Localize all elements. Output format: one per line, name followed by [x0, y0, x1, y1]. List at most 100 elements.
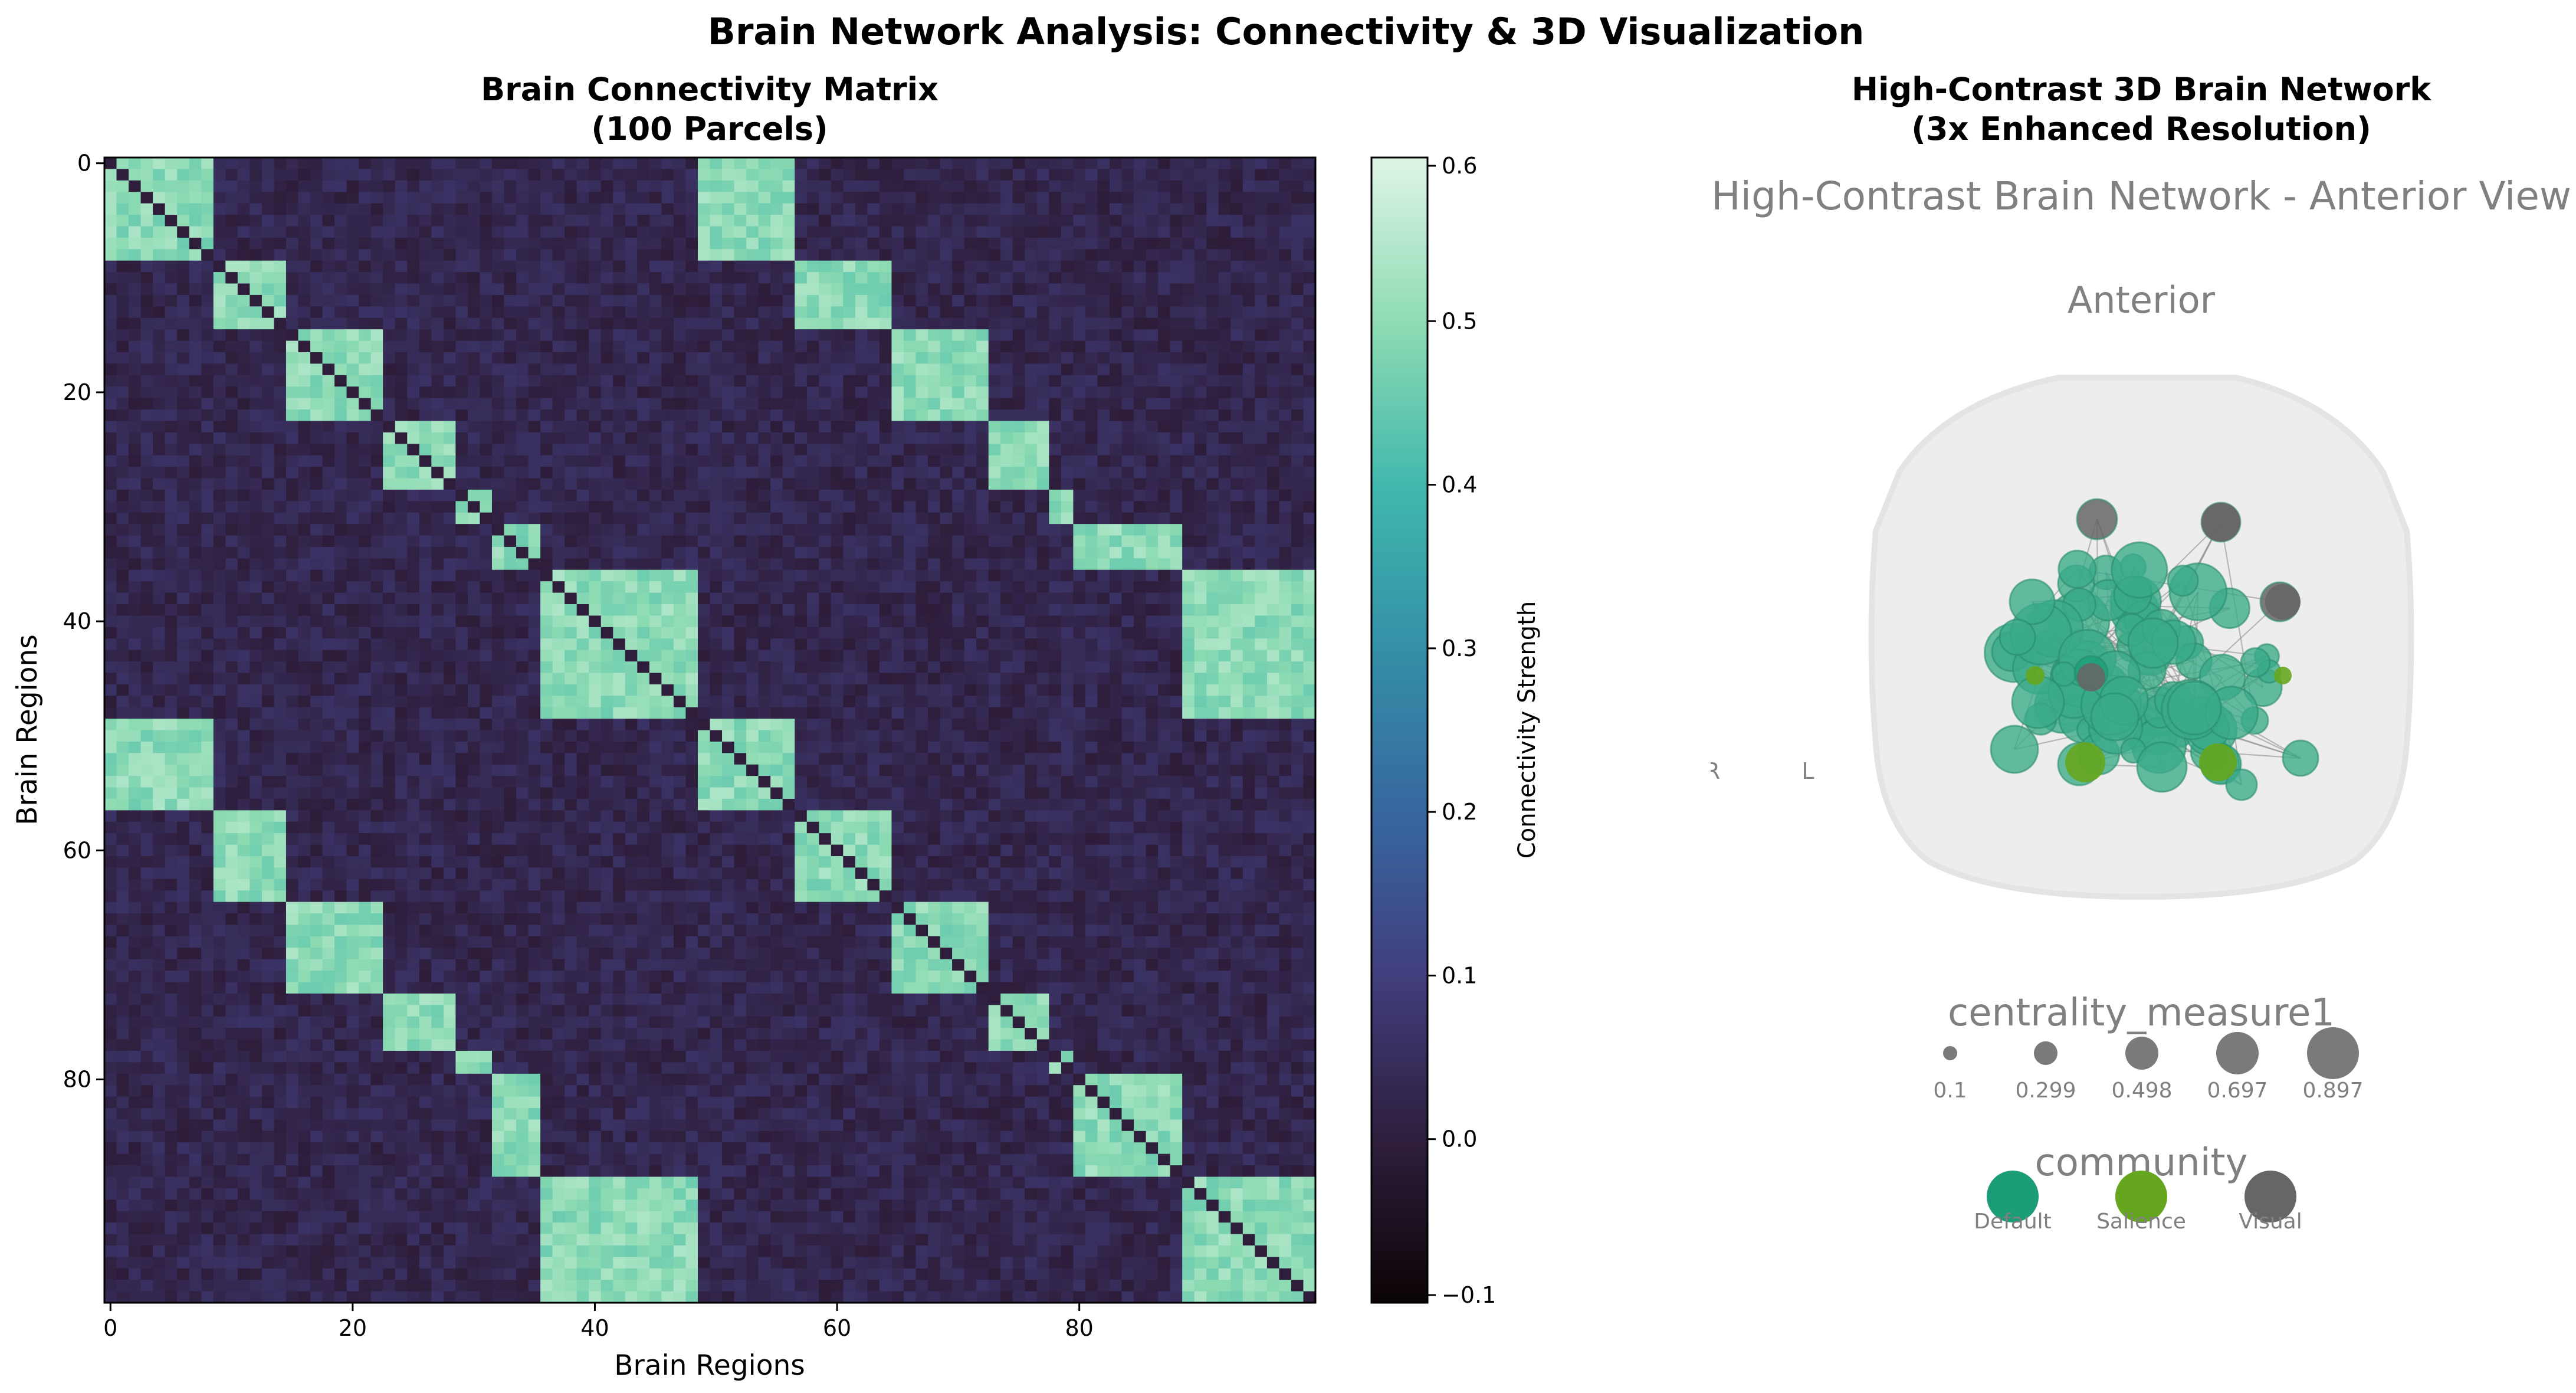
heatmap-cell — [1218, 627, 1231, 639]
heatmap-cell — [298, 569, 311, 582]
heatmap-cell — [1012, 421, 1025, 433]
heatmap-cell — [552, 627, 565, 639]
heatmap-cell — [722, 432, 735, 444]
heatmap-cell — [1266, 375, 1280, 387]
heatmap-cell — [891, 215, 904, 227]
heatmap-cell — [746, 340, 759, 353]
heatmap-cell — [334, 546, 347, 559]
heatmap-cell — [370, 294, 383, 307]
heatmap-cell — [177, 615, 190, 628]
heatmap-cell — [734, 455, 747, 467]
heatmap-cell — [637, 455, 650, 467]
heatmap-cell — [806, 386, 819, 399]
heatmap-cell — [480, 467, 493, 479]
heatmap-cell — [1097, 444, 1110, 456]
heatmap-cell — [976, 650, 989, 662]
heatmap-cell — [795, 535, 808, 548]
heatmap-cell — [431, 260, 444, 273]
heatmap-cell — [370, 478, 383, 490]
heatmap-cell — [1255, 409, 1268, 422]
heatmap-cell — [1012, 558, 1025, 571]
heatmap-cell — [600, 317, 613, 330]
heatmap-cell — [1170, 306, 1183, 319]
heatmap-cell — [1000, 237, 1013, 250]
heatmap-cell — [988, 203, 1001, 215]
heatmap-cell — [1279, 627, 1292, 639]
heatmap-cell — [855, 478, 868, 490]
heatmap-cell — [1036, 650, 1049, 662]
heatmap-cell — [225, 455, 238, 467]
heatmap-cell — [600, 684, 613, 696]
heatmap-cell — [104, 272, 117, 284]
heatmap-cell — [189, 203, 202, 215]
heatmap-cell — [1194, 569, 1207, 582]
heatmap-cell — [1109, 558, 1123, 571]
heatmap-cell — [419, 192, 432, 204]
heatmap-cell — [419, 329, 432, 342]
heatmap-cell — [1073, 638, 1086, 651]
heatmap-cell — [831, 283, 844, 296]
heatmap-cell — [915, 558, 928, 571]
heatmap-cell — [250, 444, 262, 456]
heatmap-cell — [540, 169, 553, 181]
heatmap-cell — [746, 317, 759, 330]
heatmap-cell — [637, 524, 650, 536]
heatmap-cell — [1012, 203, 1025, 215]
heatmap-cell — [1255, 237, 1268, 250]
heatmap-cell — [952, 546, 965, 559]
heatmap-cell — [685, 719, 698, 731]
heatmap-cell — [165, 329, 178, 342]
heatmap-cell — [1061, 444, 1074, 456]
heatmap-cell — [867, 294, 880, 307]
heatmap-cell — [383, 352, 396, 364]
heatmap-cell — [952, 535, 965, 548]
heatmap-cell — [1230, 444, 1243, 456]
heatmap-cell — [383, 684, 396, 696]
heatmap-cell — [637, 592, 650, 605]
heatmap-cell — [370, 684, 383, 696]
heatmap-cell — [116, 501, 129, 513]
heatmap-cell — [1170, 569, 1183, 582]
heatmap-cell — [1146, 375, 1159, 387]
heatmap-cell — [649, 489, 662, 502]
heatmap-cell — [1025, 719, 1038, 731]
heatmap-cell — [1158, 317, 1171, 330]
heatmap-cell — [746, 169, 759, 181]
heatmap-cell — [1097, 455, 1110, 467]
heatmap-cell — [1085, 512, 1098, 525]
heatmap-cell — [1194, 535, 1207, 548]
heatmap-cell — [359, 203, 372, 215]
heatmap-cell — [1049, 260, 1062, 273]
heatmap-cell — [116, 432, 129, 444]
heatmap-cell — [1194, 604, 1207, 616]
heatmap-cell — [1097, 684, 1110, 696]
heatmap-cell — [1073, 592, 1086, 605]
heatmap-cell — [383, 489, 396, 502]
heatmap-cell — [613, 409, 626, 422]
heatmap-cell — [1025, 340, 1038, 353]
heatmap-cell — [1121, 398, 1134, 410]
heatmap-cell — [1182, 615, 1195, 628]
heatmap-cell — [1303, 512, 1316, 525]
heatmap-cell — [1036, 455, 1049, 467]
heatmap-cell — [480, 512, 493, 525]
heatmap-cell — [346, 272, 359, 284]
heatmap-cell — [1266, 627, 1280, 639]
heatmap-cell — [504, 558, 517, 571]
heatmap-cell — [274, 512, 287, 525]
heatmap-cell — [1134, 432, 1147, 444]
heatmap-cell — [1303, 489, 1316, 502]
heatmap-cell — [746, 444, 759, 456]
heatmap-cell — [819, 673, 832, 685]
heatmap-cell — [370, 169, 383, 181]
heatmap-cell — [576, 192, 589, 204]
heatmap-cell — [903, 707, 917, 719]
heatmap-cell — [322, 684, 335, 696]
heatmap-cell — [1049, 524, 1062, 536]
heatmap-cell — [758, 592, 771, 605]
heatmap-cell — [1230, 203, 1243, 215]
heatmap-cell — [359, 192, 372, 204]
heatmap-cell — [589, 363, 602, 376]
heatmap-cell — [491, 169, 505, 181]
heatmap-cell — [1061, 386, 1074, 399]
